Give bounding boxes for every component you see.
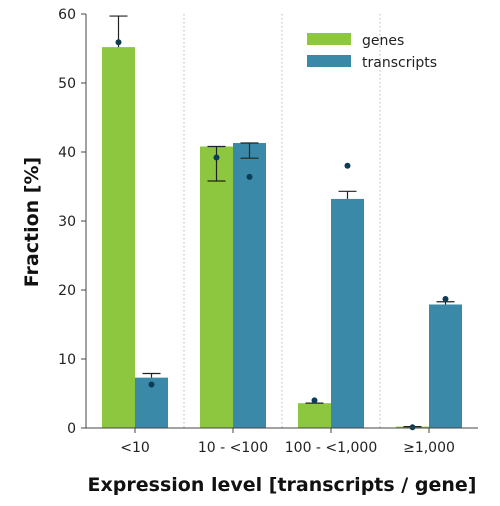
legend-label-genes: genes	[362, 33, 404, 49]
x-tick-label: 10 - <100	[198, 440, 268, 456]
y-axis-title: Fraction [%]	[21, 157, 43, 287]
bar-transcripts-1	[233, 143, 266, 428]
x-tick-label: <10	[120, 440, 150, 456]
x-tick-label: ≥1,000	[403, 440, 455, 456]
y-tick-label: 10	[58, 352, 76, 368]
legend-label-transcripts: transcripts	[362, 55, 437, 71]
error-bars-layer	[109, 15, 455, 428]
data-point-genes-2	[311, 397, 318, 404]
x-tick-label: 100 - <1,000	[285, 440, 377, 456]
bar-transcripts-3	[429, 304, 462, 428]
bar-genes-1	[200, 146, 233, 429]
y-tick-label: 50	[58, 76, 76, 92]
data-point-transcripts-2	[344, 162, 351, 169]
data-point-genes-0	[115, 39, 122, 46]
grid-layer	[183, 14, 381, 428]
x-axis-title: Expression level [transcripts / gene]	[88, 474, 477, 496]
axes-layer	[81, 13, 478, 433]
legend-swatch-genes	[307, 33, 351, 45]
legend: genes transcripts	[307, 33, 437, 71]
y-tick-label: 0	[67, 421, 76, 437]
bar-transcripts-2	[331, 198, 364, 428]
tick-labels-layer: 0 10 20 30 40 50 60 <10 10 - <100 100 - <1,000 ≥1,…	[58, 7, 455, 456]
y-tick-label: 60	[58, 7, 76, 23]
points-layer	[115, 39, 449, 431]
data-point-transcripts-1	[246, 173, 253, 180]
legend-swatch-transcripts	[307, 55, 351, 67]
data-point-genes-3	[409, 424, 416, 431]
y-tick-label: 30	[58, 214, 76, 230]
bar-genes-0	[102, 47, 135, 429]
data-point-transcripts-0	[148, 381, 155, 388]
data-point-transcripts-3	[442, 295, 449, 302]
y-tick-label: 40	[58, 145, 76, 161]
data-point-genes-1	[213, 154, 220, 161]
y-tick-label: 20	[58, 283, 76, 299]
bar-genes-2	[298, 403, 331, 428]
